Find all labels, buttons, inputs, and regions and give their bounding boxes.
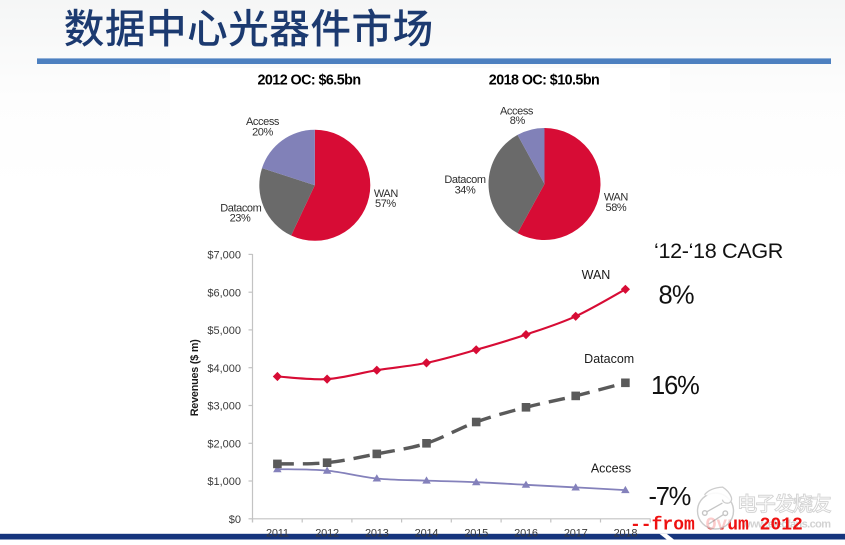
svg-text:‘12-‘18 CAGR: ‘12-‘18 CAGR xyxy=(654,238,783,263)
svg-text:2016: 2016 xyxy=(514,528,538,540)
svg-text:$6,000: $6,000 xyxy=(207,287,241,299)
svg-text:2018 OC: $10.5bn: 2018 OC: $10.5bn xyxy=(489,73,599,89)
svg-text:WAN: WAN xyxy=(582,268,611,282)
svg-text:Datacom: Datacom xyxy=(584,352,634,366)
svg-text:$3,000: $3,000 xyxy=(207,401,241,413)
svg-text:$0: $0 xyxy=(229,514,241,526)
svg-text:20%: 20% xyxy=(252,127,273,139)
svg-text:2012: 2012 xyxy=(315,528,339,540)
svg-text:34%: 34% xyxy=(455,185,476,197)
svg-text:$7,000: $7,000 xyxy=(207,250,241,262)
svg-text:Access: Access xyxy=(591,461,631,475)
svg-text:$2,000: $2,000 xyxy=(207,438,241,450)
svg-text:57%: 57% xyxy=(375,198,396,210)
svg-text:2017: 2017 xyxy=(564,528,588,540)
svg-text:58%: 58% xyxy=(605,202,626,214)
svg-text:Revenues ($ m): Revenues ($ m) xyxy=(189,339,201,417)
svg-text:2012 OC: $6.5bn: 2012 OC: $6.5bn xyxy=(258,73,361,89)
svg-text:Datacom: Datacom xyxy=(220,203,261,215)
svg-text:8%: 8% xyxy=(510,115,526,127)
svg-text:Access: Access xyxy=(500,106,534,118)
svg-text:$4,000: $4,000 xyxy=(207,363,241,375)
svg-text:2018: 2018 xyxy=(614,528,638,540)
svg-text:2011: 2011 xyxy=(266,528,289,540)
svg-text:2014: 2014 xyxy=(415,528,439,540)
svg-text:23%: 23% xyxy=(230,213,251,225)
svg-text:8%: 8% xyxy=(659,282,694,310)
svg-text:2015: 2015 xyxy=(464,528,488,540)
svg-text:$5,000: $5,000 xyxy=(207,325,241,337)
svg-text:$1,000: $1,000 xyxy=(207,476,241,488)
svg-text:2013: 2013 xyxy=(365,528,389,540)
svg-text:16%: 16% xyxy=(651,372,699,400)
svg-text:Access: Access xyxy=(246,116,280,128)
svg-text:Datacom: Datacom xyxy=(444,174,485,186)
svg-text:WAN: WAN xyxy=(374,188,399,200)
svg-text:-7%: -7% xyxy=(649,483,691,511)
svg-text:www.elecfans.com: www.elecfans.com xyxy=(741,519,831,531)
svg-text:WAN: WAN xyxy=(604,191,629,203)
